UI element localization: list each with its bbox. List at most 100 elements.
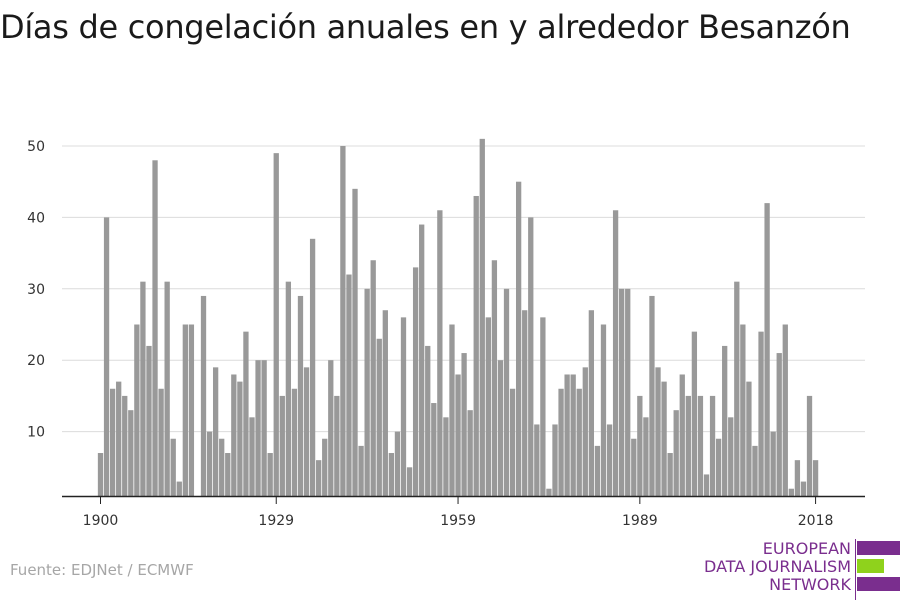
bar-2000 (703, 474, 710, 496)
bars (97, 138, 819, 497)
bar-1974 (546, 488, 552, 496)
bar-2005 (734, 281, 740, 496)
bar-1943 (358, 445, 364, 496)
bar-2012 (776, 353, 782, 496)
bar-1954 (425, 345, 431, 496)
bar-1973 (540, 317, 546, 496)
bar-1986 (619, 288, 625, 496)
bar-1987 (625, 288, 631, 496)
x-tick-label: 1959 (440, 513, 476, 529)
logo-line-2: DATA JOURNALISM (704, 557, 851, 576)
bar-2004 (728, 417, 734, 496)
bar-1993 (661, 381, 667, 496)
bar-1996 (679, 374, 685, 496)
bar-1904 (122, 395, 128, 496)
bar-1925 (249, 417, 255, 496)
bar-1964 (485, 317, 491, 496)
bar-1995 (673, 410, 679, 496)
bar-1967 (503, 288, 510, 496)
bar-1992 (655, 367, 661, 496)
bar-1957 (443, 417, 449, 496)
bar-1937 (322, 438, 328, 496)
bar-1921 (225, 453, 231, 496)
bar-1911 (164, 281, 170, 496)
bar-1950 (400, 317, 407, 496)
logo-divider (855, 539, 856, 600)
bar-1963 (479, 138, 485, 497)
bar-1989 (637, 395, 643, 496)
bar-1933 (297, 295, 304, 496)
bar-1932 (291, 388, 298, 496)
bar-1945 (370, 260, 376, 496)
bar-1941 (346, 274, 352, 496)
bar-1903 (116, 381, 122, 496)
bar-1902 (109, 388, 116, 496)
bar-1905 (128, 410, 134, 496)
bar-1931 (285, 281, 292, 496)
bar-1900 (97, 453, 104, 496)
y-tick-label: 30 (27, 282, 45, 298)
bar-2016 (800, 481, 807, 496)
bar-1909 (152, 160, 158, 496)
x-tick-label: 2018 (798, 513, 834, 529)
bar-1958 (449, 324, 455, 496)
x-tick-label: 1929 (258, 513, 294, 529)
bar-1913 (176, 481, 182, 496)
bar-1988 (631, 438, 637, 496)
bar-1952 (412, 267, 419, 496)
bar-1978 (570, 374, 576, 496)
x-tick-label: 1989 (622, 513, 658, 529)
bar-2011 (770, 431, 776, 496)
bar-1914 (182, 324, 188, 496)
bar-1907 (140, 281, 146, 496)
bar-1955 (431, 403, 437, 496)
bar-2008 (752, 445, 758, 496)
bar-1912 (170, 438, 176, 496)
y-tick-label: 40 (27, 210, 45, 226)
bar-1919 (212, 367, 219, 496)
bar-1994 (667, 453, 673, 496)
bar-1983 (600, 324, 607, 496)
bar-1938 (328, 360, 334, 496)
bar-1951 (406, 467, 413, 496)
bar-1948 (388, 453, 395, 496)
logo-line-3: NETWORK (769, 575, 851, 594)
x-tick-label: 1900 (83, 513, 119, 529)
source-note: Fuente: EDJNet / ECMWF (10, 561, 194, 579)
bar-1936 (316, 460, 322, 496)
bar-1975 (552, 424, 558, 496)
bar-1920 (219, 438, 225, 496)
bar-1965 (491, 260, 498, 496)
bar-1926 (255, 360, 261, 496)
bar-1949 (394, 431, 401, 496)
bar-2009 (758, 331, 764, 496)
bar-2010 (764, 203, 770, 496)
bar-1997 (685, 395, 691, 496)
bar-1961 (467, 410, 473, 496)
bar-1972 (534, 424, 540, 496)
bar-1962 (473, 195, 479, 497)
bar-1966 (497, 360, 504, 496)
logo-bar-middle (857, 559, 884, 573)
bar-1930 (279, 395, 285, 496)
bar-1915 (188, 324, 195, 496)
bar-2013 (782, 324, 788, 496)
bar-1985 (612, 210, 619, 496)
bar-1927 (261, 360, 267, 496)
bar-1968 (509, 388, 516, 496)
bar-1908 (146, 345, 152, 496)
bar-1942 (352, 188, 358, 496)
bar-1918 (206, 431, 213, 496)
y-tick-label: 20 (27, 353, 45, 369)
y-tick-label: 50 (27, 139, 45, 155)
bar-1906 (134, 324, 140, 496)
bar-1977 (564, 374, 570, 496)
bar-1928 (267, 453, 273, 496)
bar-2006 (740, 324, 746, 496)
bar-1934 (303, 367, 310, 496)
bar-1999 (697, 395, 704, 496)
bar-1944 (364, 288, 370, 496)
bar-1959 (455, 374, 461, 496)
bar-2003 (722, 345, 728, 496)
